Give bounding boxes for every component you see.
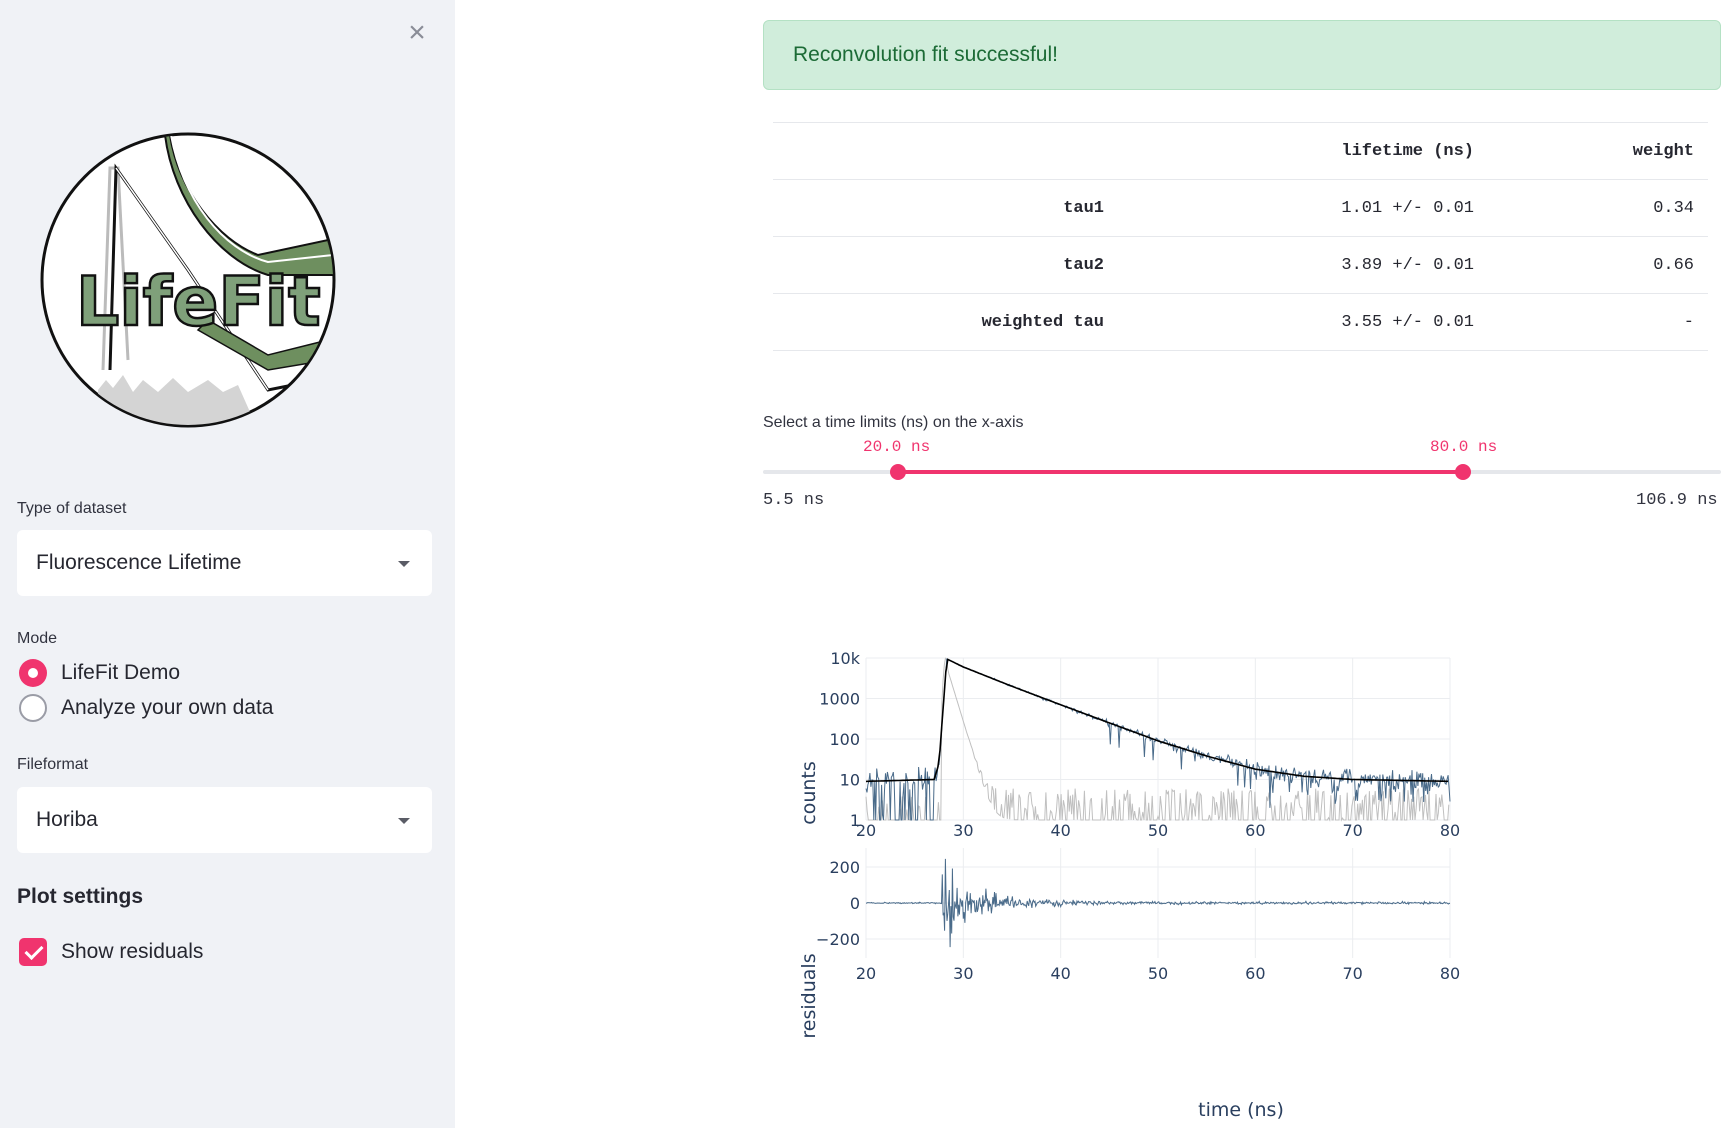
residuals-series-line: [866, 858, 1451, 948]
table-cell: weighted tau: [773, 293, 1118, 351]
logo-text: LifeFit: [76, 263, 321, 342]
x-tick-label: 30: [953, 821, 973, 840]
mode-option-label: LifeFit Demo: [61, 661, 181, 684]
table-cell: -: [1488, 293, 1708, 351]
table-header: lifetime (ns): [1118, 122, 1488, 180]
checkbox-checked-icon[interactable]: [19, 938, 47, 966]
fileformat-value: Horiba: [36, 808, 98, 831]
x-tick-label: 20: [856, 964, 876, 983]
x-tick-label: 30: [953, 964, 973, 983]
y-tick-label: 10k: [830, 650, 860, 668]
mode-option-own-data[interactable]: Analyze your own data: [19, 693, 273, 723]
plot-settings-title: Plot settings: [17, 885, 144, 908]
table-cell: tau1: [773, 179, 1118, 237]
y-tick-label: 1000: [819, 690, 860, 709]
table-row: tau2 3.89 +/- 0.01 0.66: [773, 236, 1708, 294]
dataset-value: Fluorescence Lifetime: [36, 551, 242, 574]
y-tick-label: −200: [816, 930, 860, 949]
slider-min-value: 5.5 ns: [763, 491, 825, 510]
slider-high-handle[interactable]: [1455, 464, 1471, 480]
chevron-down-icon: [398, 561, 410, 567]
x-tick-label: 40: [1050, 821, 1070, 840]
success-alert: Reconvolution fit successful!: [763, 20, 1721, 90]
table-row: weighted tau 3.55 +/- 0.01 -: [773, 293, 1708, 351]
fit-series-line: [865, 658, 1449, 783]
x-tick-label: 60: [1245, 821, 1265, 840]
fileformat-label: Fileformat: [17, 756, 89, 773]
y-tick-label: 100: [829, 730, 860, 749]
table-cell: tau2: [773, 236, 1118, 294]
radio-unselected-icon[interactable]: [19, 694, 47, 722]
x-tick-label: 80: [1440, 964, 1460, 983]
slider-high-value: 80.0 ns: [1430, 438, 1498, 456]
table-row: tau1 1.01 +/- 0.01 0.34: [773, 179, 1708, 237]
slider-low-value: 20.0 ns: [863, 438, 931, 456]
x-tick-label: 50: [1148, 964, 1168, 983]
sidebar: × LifeFit Type of dataset Fluorescence L…: [0, 0, 455, 1128]
chevron-down-icon: [398, 818, 410, 824]
table-cell: 3.55 +/- 0.01: [1118, 293, 1488, 351]
y-tick-label: 200: [829, 858, 860, 877]
x-tick-label: 70: [1342, 821, 1362, 840]
x-axis-label: time (ns): [1198, 1099, 1284, 1121]
slider-range-fill: [898, 470, 1463, 474]
table-cell: 0.34: [1488, 179, 1708, 237]
table-header: [773, 122, 1118, 180]
x-tick-label: 40: [1050, 964, 1070, 983]
show-residuals-checkbox[interactable]: Show residuals: [19, 937, 203, 967]
mode-option-demo[interactable]: LifeFit Demo: [19, 658, 180, 688]
slider-low-handle[interactable]: [890, 464, 906, 480]
table-header: weight: [1488, 122, 1708, 180]
radio-selected-icon[interactable]: [19, 659, 47, 687]
fit-results-table: lifetime (ns) weight tau1 1.01 +/- 0.01 …: [773, 122, 1708, 351]
slider-max-value: 106.9 ns: [1636, 491, 1718, 510]
y-tick-label: 1: [850, 811, 860, 830]
x-tick-label: 60: [1245, 964, 1265, 983]
x-tick-label: 20: [856, 821, 876, 840]
slider-label: Select a time limits (ns) on the x-axis: [763, 414, 1024, 431]
mode-label: Mode: [17, 630, 58, 647]
fileformat-select[interactable]: Horiba: [17, 787, 432, 853]
show-residuals-label: Show residuals: [61, 940, 204, 963]
x-tick-label: 50: [1148, 821, 1168, 840]
table-header-row: lifetime (ns) weight: [773, 122, 1708, 180]
y-tick-label: 10: [840, 771, 860, 790]
y-axis-label-counts: counts: [798, 761, 820, 825]
table-cell: 3.89 +/- 0.01: [1118, 236, 1488, 294]
table-cell: 1.01 +/- 0.01: [1118, 179, 1488, 237]
close-icon[interactable]: ×: [408, 16, 426, 49]
x-tick-label: 80: [1440, 821, 1460, 840]
table-cell: 0.66: [1488, 236, 1708, 294]
dataset-label: Type of dataset: [17, 500, 127, 517]
y-tick-label: 0: [850, 894, 860, 913]
dataset-select[interactable]: Fluorescence Lifetime: [17, 530, 432, 596]
lifefit-logo: LifeFit: [40, 132, 336, 428]
y-axis-label-residuals: residuals: [798, 953, 820, 1038]
x-tick-label: 70: [1342, 964, 1362, 983]
decay-plot: 20 30 40 50 60 70 80 1 10 100 1000 10k 20 30 40 50 60 70…: [798, 650, 1460, 1121]
mode-option-label: Analyze your own data: [61, 696, 274, 719]
irf-series-line: [865, 657, 1450, 822]
